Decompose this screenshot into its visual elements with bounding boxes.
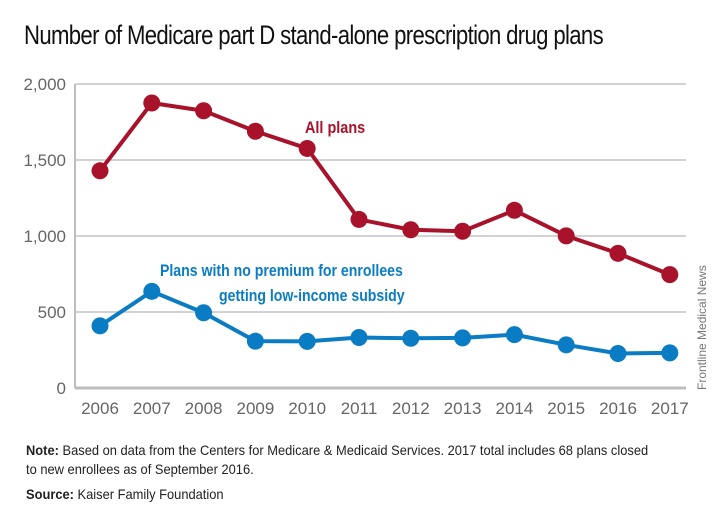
- y-tick-label: 2,000: [23, 75, 66, 94]
- x-tick-label: 2013: [444, 399, 482, 418]
- data-point: [298, 139, 316, 157]
- x-tick-label: 2017: [651, 399, 689, 418]
- series-group: [91, 94, 679, 362]
- data-point: [661, 266, 679, 284]
- data-point: [246, 122, 264, 140]
- data-point: [350, 329, 368, 347]
- data-point: [402, 329, 420, 347]
- x-tick-label: 2007: [133, 399, 171, 418]
- data-point: [609, 244, 627, 262]
- data-point: [298, 332, 316, 350]
- x-tick-label: 2009: [236, 399, 274, 418]
- series-label-all-plans: All plans: [305, 119, 365, 137]
- data-point: [195, 102, 213, 120]
- x-tick-label: 2010: [288, 399, 326, 418]
- x-tick-label: 2012: [392, 399, 430, 418]
- data-point: [246, 332, 264, 350]
- series-line: [98, 289, 670, 356]
- data-point: [143, 282, 161, 300]
- data-point: [505, 326, 523, 344]
- x-tick-label: 2014: [495, 399, 533, 418]
- x-tick-label: 2008: [185, 399, 223, 418]
- source: Source: Kaiser Family Foundation: [26, 486, 224, 502]
- y-tick-label: 0: [57, 379, 66, 398]
- data-point: [402, 221, 420, 239]
- series-line: [98, 101, 671, 277]
- x-tick-label: 2016: [599, 399, 637, 418]
- source-label: Source:: [26, 486, 74, 502]
- credit-text: Frontline Medical News: [695, 265, 709, 390]
- y-tick-label: 500: [38, 303, 66, 322]
- data-point: [661, 344, 679, 362]
- data-point: [143, 94, 161, 112]
- data-point: [350, 210, 368, 228]
- series-label-no-premium-line1: Plans with no premium for enrollees: [160, 262, 403, 280]
- data-point: [454, 222, 472, 240]
- chart-title: Number of Medicare part D stand-alone pr…: [24, 20, 604, 50]
- x-tick-label: 2015: [547, 399, 585, 418]
- series-1: [91, 282, 679, 362]
- x-tick-label: 2006: [81, 399, 119, 418]
- series-label-no-premium-line2: getting low-income subsidy: [219, 287, 405, 305]
- data-point: [557, 336, 575, 354]
- y-tick-label: 1,000: [23, 227, 66, 246]
- gridlines: [75, 83, 686, 313]
- note: Note: Based on data from the Centers for…: [26, 441, 652, 479]
- x-axis-ticks: 2006 2007 2008 2009 2010 2011 2012 2013 2014 2015…: [81, 399, 689, 418]
- y-axis-ticks: 0 500 1,000 1,500 2,000: [23, 75, 66, 398]
- data-point: [505, 201, 523, 219]
- data-point: [195, 304, 213, 322]
- data-point: [609, 344, 627, 362]
- x-tick-label: 2011: [341, 399, 378, 418]
- data-point: [454, 329, 472, 347]
- series-0: [91, 94, 679, 284]
- data-point: [91, 317, 109, 335]
- data-point: [557, 227, 575, 245]
- note-text: Based on data from the Centers for Medic…: [26, 442, 649, 477]
- data-point: [91, 162, 109, 180]
- source-text: Kaiser Family Foundation: [73, 486, 224, 502]
- y-tick-label: 1,500: [23, 151, 66, 170]
- note-label: Note:: [26, 442, 59, 458]
